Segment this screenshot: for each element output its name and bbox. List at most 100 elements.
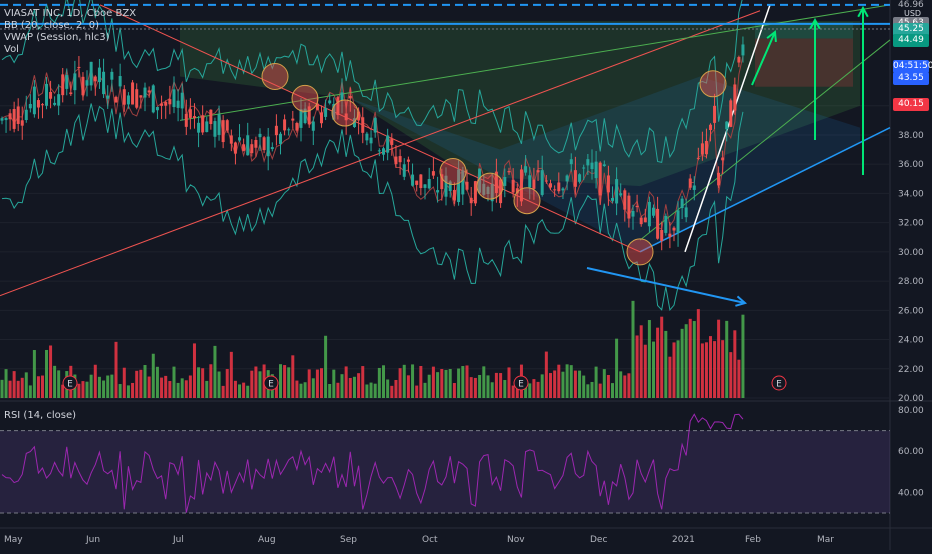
- candle-body: [382, 148, 385, 155]
- symbol-label[interactable]: VIASAT INC, 1D, Cboe BZX: [4, 8, 137, 19]
- candle-body: [647, 201, 651, 227]
- candle-body: [266, 136, 270, 157]
- candle-body: [205, 121, 209, 133]
- candle-body: [106, 95, 110, 99]
- candle-body: [225, 120, 229, 131]
- time-tick-label: Sep: [340, 535, 357, 545]
- candle-body: [737, 57, 741, 63]
- candle-body: [36, 100, 40, 108]
- pivot-circle: [291, 84, 319, 112]
- candle-body: [160, 103, 164, 106]
- volume-bar: [89, 374, 93, 398]
- bb-upper-band: [1, 0, 743, 164]
- candle-body: [229, 135, 233, 144]
- candle-body: [499, 179, 503, 204]
- candle-body: [16, 106, 20, 124]
- volume-indicator-label[interactable]: Vol: [4, 44, 19, 55]
- candle-body: [660, 229, 664, 241]
- candle-body: [279, 133, 282, 144]
- candle-body: [482, 183, 486, 195]
- volume-bar: [386, 379, 390, 398]
- volume-bar: [656, 327, 660, 398]
- volume-bar: [602, 369, 606, 398]
- bb-indicator-label[interactable]: BB (20, close, 2, 0): [4, 20, 99, 31]
- volume-bar: [176, 382, 180, 398]
- candle-body: [303, 108, 307, 124]
- volume-bar: [598, 383, 602, 398]
- volume-bar: [668, 356, 672, 398]
- candle-body: [676, 210, 680, 233]
- pivot-circle: [261, 62, 289, 90]
- candle-body: [544, 180, 548, 182]
- candle-body: [85, 80, 89, 86]
- volume-bar: [160, 377, 164, 398]
- candle-body: [643, 217, 647, 223]
- volume-bar: [97, 376, 101, 398]
- candle-body: [411, 174, 415, 186]
- candle-body: [457, 169, 461, 203]
- candle-body: [473, 181, 477, 204]
- candle-body: [565, 175, 569, 182]
- price-tick-label: 28.00: [898, 277, 924, 287]
- volume-bar: [373, 383, 377, 398]
- candle-body: [57, 94, 61, 106]
- volume-bar: [565, 364, 569, 398]
- volume-bar: [465, 365, 469, 398]
- candle-body: [631, 211, 635, 217]
- rsi-indicator-label[interactable]: RSI (14, close): [4, 410, 77, 421]
- volume-bar: [639, 325, 643, 398]
- volume-bar: [717, 319, 721, 398]
- volume-bar: [147, 376, 151, 398]
- volume-bar: [61, 384, 65, 398]
- volume-bar: [122, 367, 126, 398]
- candle-body: [586, 159, 590, 166]
- red-uptrend-line: [0, 10, 761, 297]
- candle-body: [299, 109, 303, 128]
- volume-bar: [126, 385, 130, 398]
- volume-bar: [647, 320, 651, 398]
- volume-bar: [233, 380, 237, 398]
- candle-body: [680, 198, 684, 209]
- volume-bar: [549, 373, 552, 398]
- candle-body: [635, 205, 639, 208]
- volume-bar: [692, 321, 696, 398]
- volume-bar: [737, 359, 741, 398]
- green-arrow-3-head: [857, 5, 869, 18]
- volume-bar: [340, 374, 344, 398]
- price-tick-label: 22.00: [898, 365, 924, 375]
- vwap-indicator-label[interactable]: VWAP (Session, hlc3): [4, 32, 110, 43]
- target-zone: [755, 22, 853, 39]
- price-badge: 44.49: [893, 34, 929, 48]
- rsi-pane-bg: [0, 402, 890, 525]
- volume-bar: [36, 376, 40, 398]
- candle-body: [419, 174, 423, 189]
- candle-body: [118, 76, 122, 87]
- price-badge: 04:51:50: [893, 60, 932, 74]
- volume-bar: [143, 365, 147, 398]
- volume-bar: [578, 370, 582, 398]
- volume-bar: [114, 341, 118, 398]
- volume-bar: [365, 384, 369, 398]
- candle-body: [700, 143, 704, 155]
- candle-body: [295, 122, 299, 131]
- candle-body: [49, 91, 53, 99]
- candle-body: [262, 137, 266, 151]
- candle-body: [623, 190, 627, 210]
- volume-bar: [478, 374, 482, 398]
- candle-body: [373, 117, 377, 133]
- candle-body: [721, 157, 725, 161]
- candle-body: [131, 82, 135, 105]
- candle-body: [291, 118, 295, 121]
- candle-body: [213, 121, 217, 137]
- candle-body: [639, 217, 643, 225]
- volume-bar: [344, 366, 348, 398]
- volume-bar: [348, 377, 352, 398]
- volume-bar: [225, 369, 229, 398]
- candle-body: [394, 156, 398, 165]
- rsi-band-fill: [0, 430, 890, 513]
- volume-bar: [423, 382, 427, 398]
- volume-bar: [315, 369, 319, 398]
- volume-bar: [77, 383, 81, 398]
